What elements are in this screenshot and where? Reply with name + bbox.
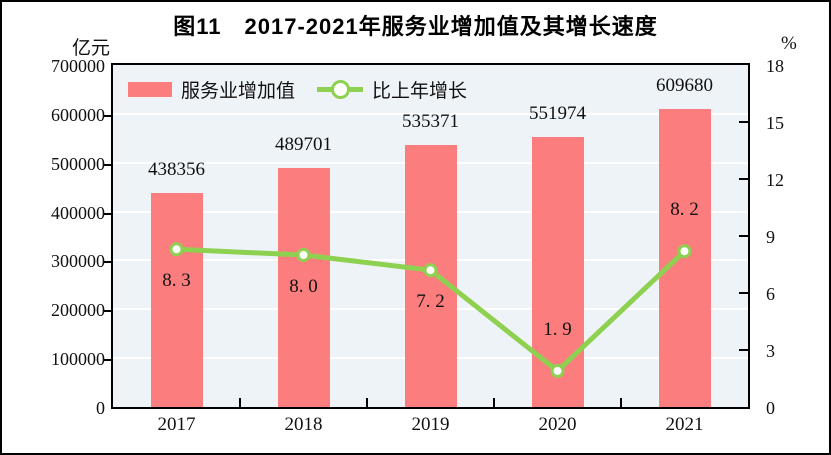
line-marker (550, 363, 565, 378)
y-axis-label-left: 500000 (51, 153, 105, 174)
y-axis-label-left: 200000 (51, 300, 105, 321)
right-axis-unit-label: % (781, 33, 797, 54)
bar-2018 (277, 167, 330, 407)
left-axis-tick (104, 163, 113, 166)
y-axis-label-right: 3 (766, 341, 775, 361)
right-axis-tick (739, 235, 748, 237)
y-axis-label-right: 12 (766, 170, 784, 190)
line-marker (169, 242, 184, 257)
bar-2017 (150, 192, 203, 407)
y-axis-label-left: 700000 (51, 56, 105, 76)
growth-value-label: 8. 0 (289, 276, 318, 297)
bar-series-swatch-icon (128, 82, 172, 97)
legend-bar-label: 服务业增加值 (181, 81, 296, 102)
left-axis-tick (104, 359, 113, 362)
left-axis-tick (104, 212, 113, 215)
bar-value-label: 535371 (402, 111, 459, 133)
line-marker (423, 263, 438, 278)
chart-title: 图11 2017-2021年服务业增加值及其增长速度 (173, 14, 658, 39)
y-axis-label-right: 15 (766, 113, 784, 133)
line-marker (677, 244, 692, 259)
gridline (113, 112, 748, 115)
y-axis-label-left: 600000 (51, 104, 105, 125)
x-axis-tick (239, 398, 241, 407)
left-axis-tick (104, 114, 113, 117)
x-axis-tick (620, 398, 622, 407)
growth-line-layer (169, 242, 692, 378)
y-axis-label-left: 100000 (51, 349, 105, 370)
chart-legend: 服务业增加值 比上年增长 (128, 76, 467, 103)
left-axis-tick (104, 261, 113, 264)
line-series-sample-icon (317, 80, 364, 99)
growth-value-label: 8. 2 (670, 199, 699, 221)
right-axis-tick (739, 121, 748, 123)
y-axis-label-left: 400000 (51, 202, 105, 223)
x-axis-tick (366, 398, 368, 407)
y-axis-label-right: 0 (766, 398, 775, 418)
legend-line-label: 比上年增长 (372, 81, 468, 102)
left-axis-tick (104, 310, 113, 313)
bar-value-label: 609680 (656, 75, 713, 97)
bar-value-label: 489701 (275, 133, 332, 155)
bar-value-label: 551974 (529, 103, 586, 125)
y-axis-label-right: 18 (766, 56, 784, 76)
y-axis-label-right: 6 (766, 284, 775, 304)
y-axis-label-right: 9 (766, 227, 775, 247)
bar-value-label: 438356 (148, 158, 205, 180)
x-axis-tick (493, 398, 495, 407)
x-axis-label: 2017 (157, 414, 196, 435)
growth-value-label: 7. 2 (416, 291, 445, 313)
y-axis-label-left: 0 (96, 398, 105, 418)
growth-value-label: 1. 9 (543, 318, 572, 340)
x-axis-label: 2020 (538, 414, 577, 435)
y-axis-label-left: 300000 (51, 251, 105, 272)
x-axis-label: 2021 (665, 414, 704, 435)
line-marker-icon (330, 80, 350, 99)
line-marker (296, 248, 311, 262)
growth-value-label: 8. 3 (162, 270, 191, 292)
right-axis-tick (739, 292, 748, 294)
right-axis-tick (739, 349, 748, 351)
right-axis-tick (739, 178, 748, 180)
x-axis-label: 2018 (284, 414, 323, 435)
x-axis-label: 2019 (411, 414, 450, 435)
bar-2020 (531, 137, 584, 407)
plot-area: 服务业增加值 比上年增长 438356 489701 535371 551974 609… (111, 63, 750, 409)
left-axis-unit-label: 亿元 (71, 38, 110, 59)
